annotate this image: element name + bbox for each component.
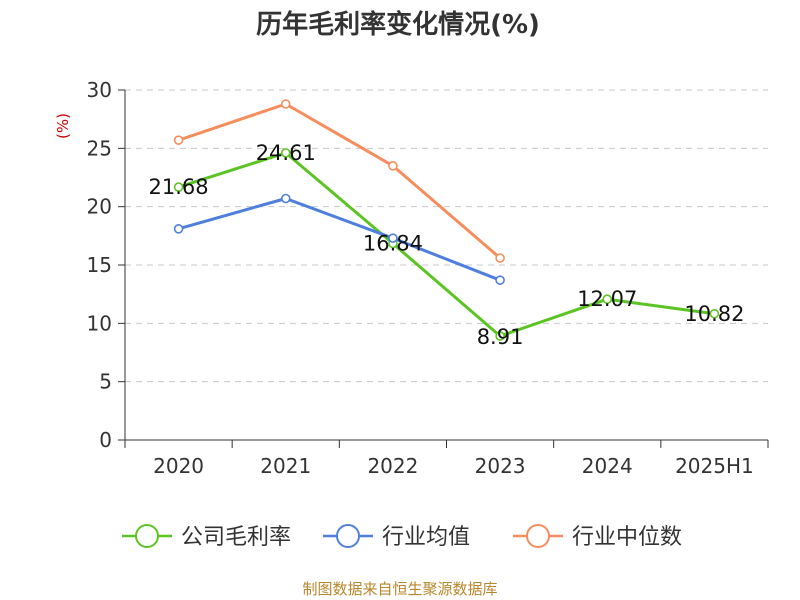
x-tick-label: 2024: [582, 454, 633, 478]
source-note: 制图数据来自恒生聚源数据库: [302, 580, 497, 598]
y-tick-label: 20: [87, 195, 112, 219]
data-point[interactable]: [173, 135, 184, 145]
series: [173, 99, 720, 341]
data-point[interactable]: [280, 148, 291, 158]
legend-marker: [336, 524, 360, 548]
x-tick-label: 2021: [260, 454, 311, 478]
data-point[interactable]: [709, 308, 720, 319]
legend-marker: [526, 524, 550, 548]
data-point[interactable]: [602, 294, 613, 304]
data-label: 12.07: [577, 287, 637, 311]
data-point[interactable]: [173, 182, 184, 192]
series-line: [178, 102, 502, 260]
data-point[interactable]: [495, 253, 505, 263]
legend-label: 行业均值: [382, 525, 470, 550]
y-tick-label: 0: [99, 428, 112, 452]
data-point[interactable]: [173, 224, 184, 234]
data-label: 10.82: [684, 302, 744, 326]
x-tick-label: 2020: [153, 454, 204, 478]
x-tick-label: 2025H1: [675, 454, 754, 478]
legend-marker: [135, 524, 159, 548]
x-tick-label: 2023: [475, 454, 526, 478]
data-label: 16.84: [363, 232, 423, 256]
x-tick-label: 2022: [367, 454, 418, 478]
series-line: [178, 151, 715, 338]
data-labels: 21.68 24.61 16.84 8.91 12.07 10.82: [149, 141, 745, 349]
data-point[interactable]: [280, 193, 291, 204]
legend-item[interactable]: 行业中位数: [513, 524, 682, 550]
y-tick-label: 30: [87, 78, 112, 102]
legend-label: 公司毛利率: [181, 525, 291, 550]
y-tick-label: 25: [87, 136, 112, 160]
data-point[interactable]: [495, 275, 505, 285]
data-label: 24.61: [256, 141, 316, 165]
legend-item[interactable]: 公司毛利率: [122, 524, 291, 550]
data-label: 8.91: [477, 325, 524, 349]
axes: 0 5 10 15 20 25 30 2020 2021 2022 2023 2024 2025H1: [87, 78, 769, 478]
data-point[interactable]: [280, 99, 291, 109]
grid: [125, 89, 768, 383]
legend[interactable]: 公司毛利率 行业均值 行业中位数: [122, 524, 682, 550]
data-point[interactable]: [388, 161, 398, 171]
legend-item[interactable]: 行业均值: [323, 524, 470, 550]
data-label: 21.68: [149, 175, 209, 199]
legend-label: 行业中位数: [572, 525, 682, 550]
y-tick-label: 10: [87, 311, 112, 335]
y-unit-label: (%): [54, 113, 72, 139]
y-tick-label: 15: [87, 253, 112, 277]
y-tick-label: 5: [99, 370, 112, 394]
chart-title: 历年毛利率变化情况(%): [256, 9, 540, 40]
series-line: [178, 197, 501, 282]
data-point[interactable]: [495, 331, 505, 341]
data-point[interactable]: [388, 233, 398, 243]
